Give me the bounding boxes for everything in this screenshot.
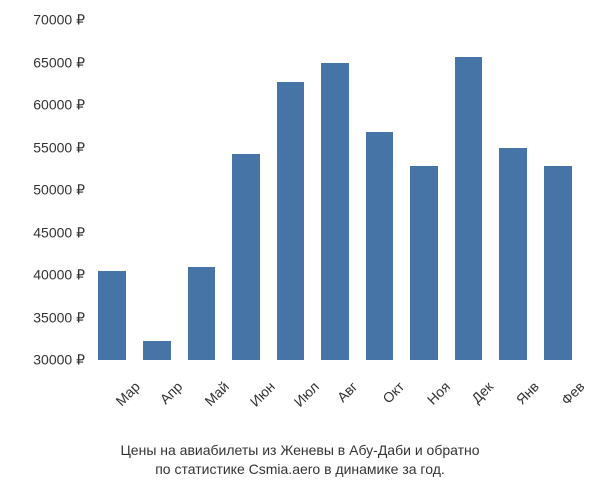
plot-area (90, 20, 580, 360)
bar-chart: 30000 ₽35000 ₽40000 ₽45000 ₽50000 ₽55000… (90, 20, 580, 360)
x-tick-label: Фев (558, 378, 588, 408)
y-tick-label: 55000 ₽ (33, 139, 85, 156)
bar (232, 154, 260, 360)
caption-line-1: Цены на авиабилеты из Женевы в Абу-Даби … (0, 441, 600, 461)
x-tick-label: Ноя (424, 378, 453, 407)
y-tick-label: 45000 ₽ (33, 224, 85, 241)
x-tick-label: Май (202, 378, 233, 409)
bar (499, 148, 527, 361)
y-tick-label: 30000 ₽ (33, 352, 85, 369)
y-tick-label: 70000 ₽ (33, 12, 85, 29)
x-tick-label: Окт (379, 378, 407, 406)
bar (188, 267, 216, 361)
bar (98, 271, 126, 360)
x-tick-label: Июл (291, 378, 322, 409)
bar (321, 63, 349, 361)
x-tick-label: Дек (468, 378, 496, 406)
x-tick-label: Мар (113, 378, 144, 409)
bars-container (90, 20, 580, 360)
bar (366, 132, 394, 360)
y-tick-label: 35000 ₽ (33, 309, 85, 326)
y-axis: 30000 ₽35000 ₽40000 ₽45000 ₽50000 ₽55000… (20, 20, 85, 360)
x-tick-label: Янв (513, 378, 542, 407)
y-tick-label: 60000 ₽ (33, 97, 85, 114)
bar (143, 341, 171, 360)
bar (410, 166, 438, 360)
caption-line-2: по статистике Csmia.aero в динамике за г… (0, 460, 600, 480)
y-tick-label: 40000 ₽ (33, 267, 85, 284)
y-tick-label: 65000 ₽ (33, 54, 85, 71)
bar (455, 57, 483, 360)
x-axis: МарАпрМайИюнИюлАвгОктНояДекЯнвФев (90, 360, 580, 420)
chart-caption: Цены на авиабилеты из Женевы в Абу-Даби … (0, 441, 600, 480)
y-tick-label: 50000 ₽ (33, 182, 85, 199)
bar (544, 166, 572, 360)
bar (277, 82, 305, 360)
x-tick-label: Авг (334, 378, 361, 405)
x-tick-label: Апр (156, 378, 185, 407)
x-tick-label: Июн (247, 378, 278, 409)
